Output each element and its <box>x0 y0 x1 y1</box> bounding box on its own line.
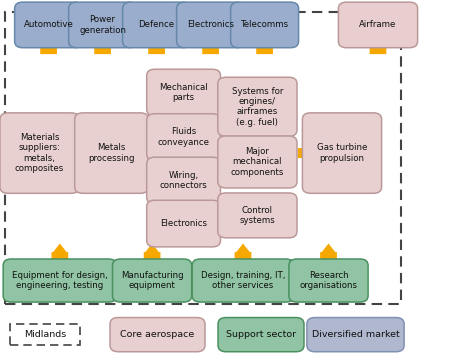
FancyBboxPatch shape <box>176 2 245 48</box>
Text: Metals
processing: Metals processing <box>88 143 135 163</box>
Text: Manufacturing
equipment: Manufacturing equipment <box>121 271 184 290</box>
Text: Wiring,
connectors: Wiring, connectors <box>160 171 207 190</box>
FancyBboxPatch shape <box>338 2 418 48</box>
Text: Defence: Defence <box>139 20 175 30</box>
Text: Design, training, IT,
other services: Design, training, IT, other services <box>201 271 285 290</box>
FancyBboxPatch shape <box>14 2 83 48</box>
FancyBboxPatch shape <box>230 2 299 48</box>
Polygon shape <box>320 244 337 261</box>
Text: Systems for
engines/
airframes
(e.g. fuel): Systems for engines/ airframes (e.g. fue… <box>232 87 283 127</box>
Text: Power
generation: Power generation <box>79 15 126 35</box>
Text: Major
mechanical
components: Major mechanical components <box>231 147 284 177</box>
Text: Support sector: Support sector <box>226 330 296 339</box>
FancyBboxPatch shape <box>289 259 368 302</box>
FancyBboxPatch shape <box>0 113 79 193</box>
FancyBboxPatch shape <box>147 157 220 204</box>
Text: Automotive: Automotive <box>24 20 73 30</box>
FancyBboxPatch shape <box>302 113 382 193</box>
FancyBboxPatch shape <box>218 318 304 352</box>
Polygon shape <box>148 37 165 54</box>
Text: Telecomms: Telecomms <box>241 20 288 30</box>
Polygon shape <box>234 244 252 261</box>
Text: Midlands: Midlands <box>24 330 66 339</box>
Text: Mechanical
parts: Mechanical parts <box>159 83 208 102</box>
Text: Diversified market: Diversified market <box>311 330 400 339</box>
Text: Fluids
conveyance: Fluids conveyance <box>158 127 210 147</box>
FancyBboxPatch shape <box>147 69 220 116</box>
Polygon shape <box>369 37 387 54</box>
FancyBboxPatch shape <box>112 259 192 302</box>
Polygon shape <box>256 37 273 54</box>
Text: Airframe: Airframe <box>359 20 397 30</box>
Polygon shape <box>226 148 244 158</box>
Polygon shape <box>94 37 111 54</box>
Text: Electronics: Electronics <box>160 219 207 228</box>
Polygon shape <box>144 244 161 261</box>
FancyBboxPatch shape <box>192 259 294 302</box>
FancyBboxPatch shape <box>218 77 297 136</box>
FancyBboxPatch shape <box>307 318 404 352</box>
Polygon shape <box>298 148 316 158</box>
FancyBboxPatch shape <box>147 114 220 160</box>
FancyBboxPatch shape <box>75 113 148 193</box>
Text: Electronics: Electronics <box>187 20 234 30</box>
Text: Control
systems: Control systems <box>239 206 275 225</box>
Text: Materials
suppliers:
metals,
composites: Materials suppliers: metals, composites <box>15 133 64 173</box>
Text: Equipment for design,
engineering, testing: Equipment for design, engineering, testi… <box>12 271 108 290</box>
Text: Research
organisations: Research organisations <box>300 271 357 290</box>
FancyBboxPatch shape <box>3 259 117 302</box>
Polygon shape <box>76 148 94 158</box>
Polygon shape <box>51 244 68 261</box>
FancyBboxPatch shape <box>218 136 297 188</box>
FancyBboxPatch shape <box>218 193 297 238</box>
Text: Core aerospace: Core aerospace <box>121 330 194 339</box>
Polygon shape <box>40 37 57 54</box>
Text: Gas turbine
propulsion: Gas turbine propulsion <box>317 143 367 163</box>
Polygon shape <box>153 148 171 158</box>
Polygon shape <box>202 37 219 54</box>
FancyBboxPatch shape <box>147 200 220 247</box>
FancyBboxPatch shape <box>122 2 191 48</box>
FancyBboxPatch shape <box>110 318 205 352</box>
FancyBboxPatch shape <box>69 2 137 48</box>
